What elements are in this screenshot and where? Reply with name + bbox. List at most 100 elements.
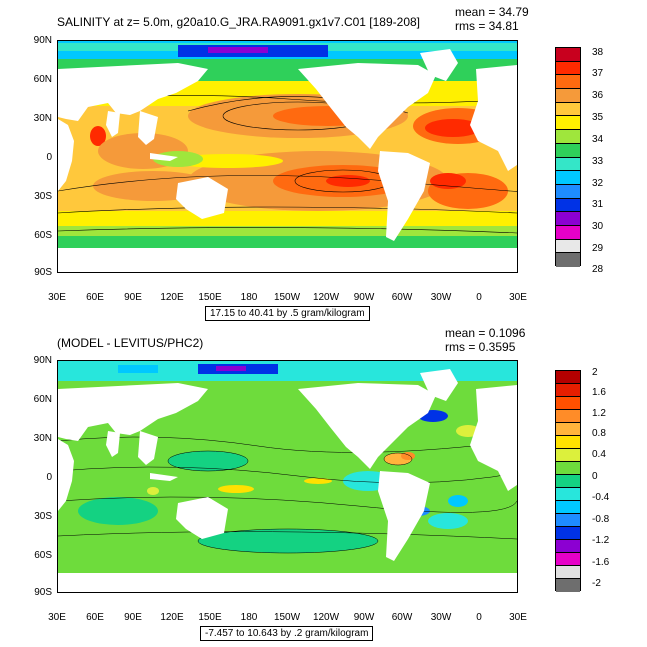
colorbar-swatch — [556, 475, 580, 488]
x-tick-label: 60E — [86, 612, 104, 623]
x-tick-label: 120W — [312, 612, 340, 623]
y-tick-label: 60S — [34, 550, 52, 561]
colorbar-label: -2 — [592, 578, 601, 589]
colorbar-label: -1.2 — [592, 535, 610, 546]
x-tick-label: 150W — [273, 612, 301, 623]
y-tick-label: 0 — [46, 152, 52, 163]
x-tick-label: 30E — [48, 612, 66, 623]
colorbar-label: 38 — [592, 47, 604, 58]
contour-range-label: 17.15 to 40.41 by .5 gram/kilogram — [205, 306, 370, 321]
salinity-panel: SALINITY at z= 5.0m, g20a10.G_JRA.RA9091… — [0, 0, 647, 323]
x-tick-label: 30E — [509, 292, 527, 303]
colorbar-label: -1.6 — [592, 557, 610, 568]
colorbar-swatch — [556, 130, 580, 144]
panel-title: SALINITY at z= 5.0m, g20a10.G_JRA.RA9091… — [57, 15, 420, 29]
colorbar-swatch — [556, 253, 580, 267]
colorbar-swatch — [556, 514, 580, 527]
colorbar-label: 31 — [592, 199, 604, 210]
colorbar-swatch — [556, 384, 580, 397]
x-tick-label: 180 — [240, 292, 258, 303]
colorbar — [555, 47, 581, 267]
x-tick-label: 30E — [48, 292, 66, 303]
colorbar-swatch — [556, 116, 580, 131]
x-tick-label: 60E — [86, 292, 104, 303]
colorbar-swatch — [556, 501, 580, 514]
colorbar-swatch — [556, 462, 580, 475]
y-tick-label: 60N — [33, 74, 52, 85]
x-tick-label: 60W — [391, 612, 413, 623]
colorbar-swatch — [556, 410, 580, 423]
colorbar-label: 2 — [592, 367, 598, 378]
salinity-difference-panel: (MODEL - LEVITUS/PHC2) mean = 0.1096 rms… — [0, 323, 647, 646]
colorbar-label: -0.4 — [592, 492, 610, 503]
colorbar-swatch — [556, 48, 580, 62]
y-tick-label: 90S — [34, 267, 52, 278]
colorbar-swatch — [556, 225, 580, 240]
colorbar-swatch — [556, 61, 580, 76]
x-tick-label: 150W — [273, 292, 301, 303]
colorbar-label: 32 — [592, 178, 604, 189]
y-tick-label: 90N — [33, 35, 52, 46]
y-tick-label: 30N — [33, 433, 52, 444]
x-tick-label: 120W — [312, 292, 340, 303]
colorbar-swatch — [556, 75, 580, 90]
y-tick-label: 30S — [34, 511, 52, 522]
x-tick-label: 150E — [198, 612, 222, 623]
colorbar-label: 1.6 — [592, 387, 606, 398]
y-tick-label: 90S — [34, 587, 52, 598]
x-tick-label: 90W — [353, 292, 375, 303]
colorbar-swatch — [556, 184, 580, 199]
colorbar-label: 30 — [592, 221, 604, 232]
colorbar-swatch — [556, 553, 580, 566]
x-tick-label: 120E — [160, 292, 184, 303]
colorbar-swatch — [556, 102, 580, 117]
colorbar-label: 35 — [592, 112, 604, 123]
y-tick-label: 60S — [34, 230, 52, 241]
difference-map — [57, 360, 518, 593]
colorbar-swatch — [556, 371, 580, 384]
x-tick-label: 60W — [391, 292, 413, 303]
rms-value: rms = 34.81 — [455, 19, 519, 33]
y-tick-label: 30N — [33, 113, 52, 124]
x-tick-label: 90W — [353, 612, 375, 623]
colorbar-label: -0.8 — [592, 514, 610, 525]
colorbar-label: 34 — [592, 134, 604, 145]
colorbar-swatch — [556, 239, 580, 254]
colorbar-swatch — [556, 171, 580, 185]
x-tick-label: 30W — [430, 612, 452, 623]
x-tick-label: 150E — [198, 292, 222, 303]
y-tick-label: 90N — [33, 355, 52, 366]
colorbar-swatch — [556, 527, 580, 540]
colorbar-label: 0.8 — [592, 428, 606, 439]
colorbar-swatch — [556, 579, 580, 592]
colorbar — [555, 370, 581, 592]
x-tick-label: 90E — [124, 292, 142, 303]
colorbar-swatch — [556, 449, 580, 462]
colorbar-label: 36 — [592, 90, 604, 101]
colorbar-swatch — [556, 540, 580, 553]
colorbar-swatch — [556, 488, 580, 501]
colorbar-label: 0 — [592, 471, 598, 482]
x-tick-label: 120E — [160, 612, 184, 623]
colorbar-label: 1.2 — [592, 408, 606, 419]
colorbar-swatch — [556, 157, 580, 172]
x-tick-label: 30E — [509, 612, 527, 623]
colorbar-label: 28 — [592, 264, 604, 275]
panel-title: (MODEL - LEVITUS/PHC2) — [57, 336, 204, 350]
colorbar-swatch — [556, 566, 580, 579]
colorbar-swatch — [556, 397, 580, 410]
x-tick-label: 90E — [124, 612, 142, 623]
x-tick-label: 0 — [476, 612, 482, 623]
mean-value: mean = 34.79 — [455, 5, 529, 19]
salinity-map — [57, 40, 518, 273]
colorbar-swatch — [556, 198, 580, 213]
y-tick-label: 60N — [33, 394, 52, 405]
x-tick-label: 180 — [240, 612, 258, 623]
colorbar-swatch — [556, 423, 580, 436]
y-tick-label: 0 — [46, 472, 52, 483]
colorbar-swatch — [556, 143, 580, 158]
x-tick-label: 30W — [430, 292, 452, 303]
colorbar-label: 0.4 — [592, 449, 606, 460]
mean-value: mean = 0.1096 — [445, 326, 526, 340]
rms-value: rms = 0.3595 — [445, 340, 516, 354]
